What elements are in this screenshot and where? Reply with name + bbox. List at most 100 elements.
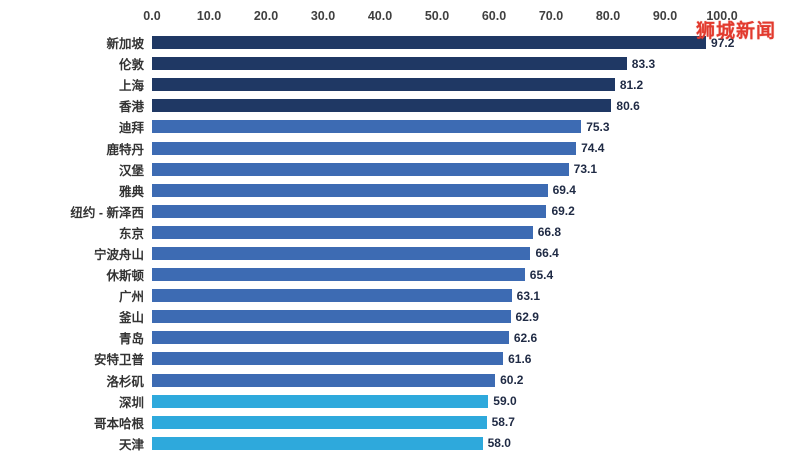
x-tick-label: 90.0 — [652, 9, 678, 23]
value-label: 69.2 — [551, 204, 575, 219]
value-label: 81.2 — [619, 77, 644, 92]
category-label: 上海 — [118, 79, 144, 94]
category-label: 休斯顿 — [106, 269, 144, 284]
chart-row: 深圳 59.0 — [0, 391, 800, 412]
bar-track: 58.7 — [152, 415, 722, 430]
x-tick-label: 40.0 — [367, 9, 393, 23]
bar — [152, 331, 509, 345]
bar-track: 69.2 — [152, 204, 722, 219]
bar-track: 83.3 — [152, 56, 722, 71]
value-label: 58.0 — [487, 436, 511, 451]
value-label: 60.2 — [500, 373, 524, 388]
category-label: 哥本哈根 — [93, 416, 144, 431]
bar-track: 73.1 — [152, 162, 722, 176]
bar-track: 80.6 — [152, 98, 722, 113]
bar-track: 63.1 — [152, 288, 722, 303]
horizontal-bar-chart: 0.0 10.0 20.0 30.0 40.0 50.0 60.0 70.0 80.0 90.0 1… — [0, 6, 800, 454]
category-label: 广州 — [118, 290, 144, 305]
x-tick-label: 100.0 — [706, 9, 738, 23]
chart-row: 汉堡 73.1 — [0, 159, 800, 180]
bar — [152, 394, 489, 408]
value-label: 83.3 — [631, 56, 656, 71]
x-tick-label: 30.0 — [310, 9, 336, 23]
category-label: 东京 — [118, 226, 144, 241]
bar-rows: 新加坡 97.2 伦敦 83.3 上海 81.2 香港 80.6 迪拜 75.3 鹿特丹 74.4 汉堡… — [0, 32, 800, 454]
bar — [152, 183, 548, 197]
x-tick-label: 0.0 — [143, 9, 161, 23]
chart-row: 洛杉矶 60.2 — [0, 370, 800, 391]
chart-row: 香港 80.6 — [0, 95, 800, 116]
bar — [152, 36, 707, 50]
category-label: 鹿特丹 — [106, 142, 144, 157]
bar — [152, 120, 582, 134]
chart-row: 迪拜 75.3 — [0, 116, 800, 137]
category-label: 青岛 — [118, 332, 144, 347]
x-tick-label: 50.0 — [424, 9, 450, 23]
value-label: 63.1 — [516, 288, 541, 303]
chart-row: 雅典 69.4 — [0, 180, 800, 201]
bar-track: 59.0 — [152, 394, 722, 409]
x-axis: 0.0 10.0 20.0 30.0 40.0 50.0 60.0 70.0 80.0 90.0 1… — [143, 6, 737, 32]
bar — [152, 436, 483, 450]
value-label: 75.3 — [586, 119, 610, 134]
x-tick-label: 70.0 — [538, 9, 564, 23]
chart-row: 安特卫普 61.6 — [0, 348, 800, 369]
value-label: 80.6 — [616, 98, 640, 113]
bar — [152, 352, 504, 366]
bar-track: 66.4 — [152, 246, 722, 261]
bar — [152, 310, 511, 324]
value-label: 66.4 — [535, 246, 559, 261]
chart-row: 鹿特丹 74.4 — [0, 137, 800, 158]
chart-row: 东京 66.8 — [0, 222, 800, 243]
bar-track: 62.9 — [152, 309, 722, 324]
category-label: 迪拜 — [118, 121, 144, 136]
category-label: 香港 — [118, 100, 144, 115]
bar-track: 66.8 — [152, 225, 722, 240]
value-label: 59.0 — [493, 394, 517, 409]
x-tick-label: 60.0 — [481, 9, 507, 23]
chart-row: 休斯顿 65.4 — [0, 264, 800, 285]
bar-track: 61.6 — [152, 351, 722, 366]
bar — [152, 289, 512, 303]
chart-row: 青岛 62.6 — [0, 327, 800, 348]
bar — [152, 225, 533, 239]
value-label: 62.6 — [513, 330, 538, 345]
bar — [152, 78, 615, 92]
bar-track: 58.0 — [152, 436, 722, 451]
category-label: 新加坡 — [106, 37, 144, 52]
category-label: 深圳 — [118, 395, 144, 410]
category-label: 雅典 — [118, 184, 144, 199]
value-label: 65.4 — [529, 267, 554, 282]
value-label: 69.4 — [552, 183, 576, 198]
bar-track: 62.6 — [152, 330, 722, 345]
value-label: 58.7 — [491, 415, 515, 430]
category-label: 宁波舟山 — [93, 247, 144, 262]
chart-row: 纽约 - 新泽西 69.2 — [0, 201, 800, 222]
bar-track: 74.4 — [152, 141, 722, 156]
bar-track: 60.2 — [152, 373, 722, 388]
category-label: 安特卫普 — [93, 353, 144, 368]
bar — [152, 57, 627, 71]
category-label: 伦敦 — [118, 58, 144, 73]
bar-track: 81.2 — [152, 77, 722, 92]
bar-track: 97.2 — [152, 36, 734, 50]
bar — [152, 246, 531, 260]
category-label: 釜山 — [118, 311, 144, 326]
value-label: 66.8 — [537, 225, 562, 240]
chart-row: 哥本哈根 58.7 — [0, 412, 800, 433]
chart-row: 宁波舟山 66.4 — [0, 243, 800, 264]
category-label: 天津 — [118, 437, 144, 452]
x-tick-label: 80.0 — [595, 9, 621, 23]
bar — [152, 268, 525, 282]
value-label: 62.9 — [515, 309, 539, 324]
x-tick-label: 20.0 — [253, 9, 279, 23]
bar — [152, 415, 487, 429]
site-watermark: 狮城新闻 — [695, 21, 776, 42]
category-label: 汉堡 — [118, 163, 144, 178]
value-label: 74.4 — [581, 141, 605, 156]
chart-row: 天津 58.0 — [0, 433, 800, 454]
bar-track: 69.4 — [152, 183, 722, 198]
value-label: 61.6 — [508, 351, 532, 366]
chart-row: 新加坡 97.2 — [0, 32, 800, 53]
category-label: 纽约 - 新泽西 — [70, 205, 144, 220]
